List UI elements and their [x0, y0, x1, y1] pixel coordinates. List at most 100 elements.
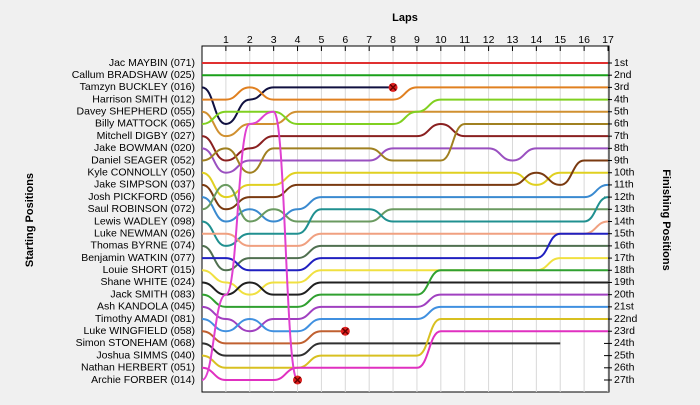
y-tick-label: 19th	[614, 276, 635, 288]
y-tick-label: 1st	[614, 57, 628, 69]
plot-area	[201, 45, 610, 393]
driver-label: Nathan HERBERT (051)	[81, 362, 195, 374]
driver-label: Tamzyn BUCKLEY (016)	[80, 81, 195, 93]
y-tick-label: 7th	[614, 130, 629, 142]
lap-line	[201, 305, 608, 333]
retired-cross	[341, 327, 349, 335]
lap-line	[201, 122, 608, 162]
y-tick-label: 21st	[614, 301, 634, 313]
driver-label: Luke WINGFIELD (058)	[84, 325, 195, 337]
y-tick-label: 12th	[614, 191, 635, 203]
y-tick-label: 18th	[614, 264, 635, 276]
x-tick-label: 15	[554, 34, 566, 46]
lap-line	[201, 183, 609, 223]
retired-cross	[293, 376, 302, 384]
y-tick-label: 4th	[614, 93, 629, 105]
x-tick-label: 17	[602, 34, 614, 46]
y-tick-label: 20th	[614, 288, 635, 300]
driver-label: Jake SIMPSON (037)	[94, 179, 195, 191]
driver-label: Benjamin WATKIN (077)	[81, 252, 195, 264]
driver-label: Simon STONEHAM (068)	[76, 337, 195, 349]
lap-line	[201, 342, 561, 357]
x-tick-label: 4	[295, 34, 301, 46]
lap-line	[201, 122, 608, 174]
driver-label: Louie SHORT (015)	[103, 264, 195, 276]
lap-line	[201, 196, 609, 247]
x-tick-label: 1	[223, 34, 229, 46]
x-tick-label: 13	[507, 34, 519, 46]
lap-line	[201, 110, 608, 138]
x-tick-label: 7	[366, 34, 372, 46]
retired-cross	[389, 83, 397, 91]
y-tick-label: 22nd	[614, 313, 638, 325]
x-tick-label: 12	[483, 34, 495, 46]
y-tick-label: 8th	[614, 142, 629, 154]
driver-label: Joshua SIMMS (040)	[96, 349, 195, 361]
driver-label: Saul ROBINSON (072)	[88, 203, 195, 215]
y-tick-label: 15th	[614, 227, 635, 239]
y-tick-label: 10th	[614, 167, 635, 179]
lap-line	[201, 183, 608, 223]
x-tick-label: 10	[435, 34, 447, 46]
lap-line	[201, 110, 299, 381]
lap-line	[201, 269, 608, 308]
x-tick-label: 16	[578, 34, 590, 46]
lap-line	[201, 244, 608, 272]
x-tick-label: 11	[459, 34, 470, 46]
lap-line	[202, 220, 609, 247]
y-tick-label: 24th	[614, 337, 635, 349]
driver-label: Timothy AMADI (081)	[95, 313, 195, 325]
y-tick-label: 6th	[614, 118, 629, 130]
y-tick-label: 23rd	[614, 325, 635, 337]
x-axis-title: Laps	[392, 12, 418, 24]
driver-label: Lewis WADLEY (098)	[94, 215, 195, 227]
driver-label: Davey SHEPHERD (055)	[77, 106, 195, 118]
lap-line	[201, 147, 608, 174]
lap-line	[201, 330, 608, 382]
y-tick-label: 27th	[614, 374, 635, 386]
driver-label: Daniel SEAGER (052)	[91, 154, 195, 166]
x-tick-label: 9	[414, 34, 420, 46]
driver-label: Jack SMITH (083)	[110, 288, 195, 300]
driver-label: Josh PICKFORD (056)	[88, 191, 195, 203]
y-tick-label: 17th	[614, 252, 635, 264]
y-tick-label: 5th	[614, 106, 629, 118]
y-tick-label: 9th	[614, 154, 629, 166]
lap-line	[201, 318, 608, 369]
x-tick-label: 2	[247, 34, 253, 46]
lap-line	[201, 330, 346, 345]
driver-label: Thomas BYRNE (074)	[91, 240, 195, 252]
x-tick-label: 5	[318, 34, 324, 46]
y-tick-label: 16th	[614, 240, 635, 252]
driver-label: Shane WHITE (024)	[100, 276, 195, 288]
lap-line	[201, 86, 608, 101]
driver-label: Jac MAYBIN (071)	[109, 57, 195, 69]
x-tick-label: 3	[271, 34, 277, 46]
y-tick-label: 26th	[614, 362, 635, 374]
y2-axis-title: Finishing Positions	[660, 169, 672, 270]
lap-line	[201, 293, 608, 333]
y-axis-title: Starting Positions	[24, 173, 36, 267]
driver-label: Kyle CONNOLLY (050)	[87, 167, 195, 179]
driver-label: Mitchell DIGBY (027)	[97, 130, 195, 142]
driver-label: Harrison SMITH (012)	[92, 93, 195, 105]
driver-label: Billy MATTOCK (065)	[95, 118, 195, 130]
driver-label: Archie FORBER (014)	[91, 374, 195, 386]
y-tick-label: 2nd	[614, 69, 632, 81]
x-tick-label: 6	[342, 34, 348, 46]
driver-label: Luke NEWMAN (026)	[94, 227, 195, 239]
x-tick-label: 14	[531, 34, 543, 46]
lap-line	[201, 159, 608, 211]
y-tick-label: 3rd	[614, 81, 629, 93]
driver-label: Ash KANDOLA (045)	[97, 301, 195, 313]
lap-line	[201, 86, 394, 125]
lap-line	[201, 281, 608, 296]
lap-line	[201, 232, 608, 272]
y-tick-label: 13th	[614, 203, 635, 215]
y-tick-label: 25th	[614, 349, 635, 361]
driver-label: Callum BRADSHAW (025)	[72, 69, 195, 81]
lap-line	[201, 171, 608, 199]
driver-label: Jake BOWMAN (020)	[94, 142, 195, 154]
